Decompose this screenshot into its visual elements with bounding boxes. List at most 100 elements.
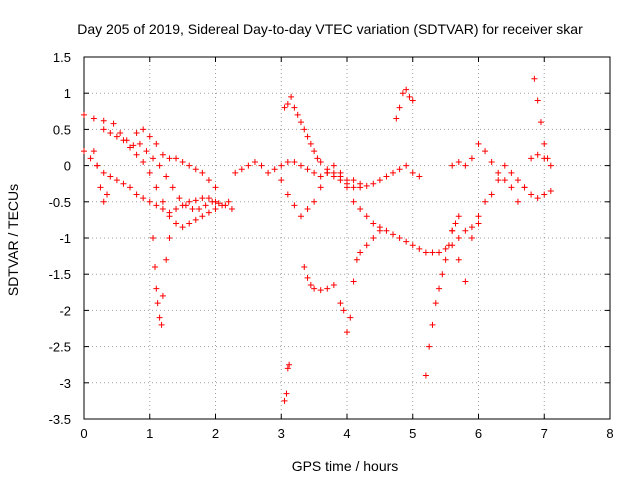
data-point (228, 206, 235, 213)
data-point (495, 169, 502, 176)
data-point (146, 133, 153, 140)
series-I (278, 162, 482, 256)
data-point (462, 227, 469, 234)
data-point (192, 197, 199, 204)
data-point (544, 155, 551, 162)
data-point (370, 220, 377, 227)
series-P (449, 140, 554, 205)
x-tick-label: 7 (541, 426, 548, 441)
data-point (284, 191, 291, 198)
data-point (87, 155, 94, 162)
data-point (324, 169, 331, 176)
data-point (363, 213, 370, 220)
data-point (390, 231, 397, 238)
data-point (324, 285, 331, 292)
data-point (284, 365, 291, 372)
data-point (534, 151, 541, 158)
data-point (501, 162, 508, 169)
data-point (482, 148, 489, 155)
data-point (127, 144, 134, 151)
data-point (337, 169, 344, 176)
data-point (146, 198, 153, 205)
data-point (445, 242, 452, 249)
y-tick-label: -3.5 (49, 412, 71, 427)
x-tick-label: 1 (146, 426, 153, 441)
data-point (281, 397, 288, 404)
data-point (297, 162, 304, 169)
data-point (284, 101, 291, 108)
data-point (409, 97, 416, 104)
data-point (120, 180, 127, 187)
data-point (225, 198, 232, 205)
data-point (133, 151, 140, 158)
data-point (307, 282, 314, 289)
data-point (258, 162, 265, 169)
data-point (537, 119, 544, 126)
data-point (547, 187, 554, 194)
data-point (350, 184, 357, 191)
data-point (304, 206, 311, 213)
data-point (337, 300, 344, 307)
x-tick-label: 3 (278, 426, 285, 441)
data-point (330, 282, 337, 289)
data-point (403, 238, 410, 245)
data-point (205, 195, 212, 202)
x-tick-label: 5 (409, 426, 416, 441)
data-point (350, 278, 357, 285)
data-point (173, 155, 180, 162)
x-tick-label: 4 (343, 426, 350, 441)
data-point (196, 206, 203, 213)
data-point (156, 314, 163, 321)
data-point (432, 300, 439, 307)
data-point (449, 162, 456, 169)
data-point (176, 195, 183, 202)
data-point (199, 169, 206, 176)
data-point (541, 191, 548, 198)
data-point (127, 184, 134, 191)
data-point (152, 263, 159, 270)
data-point (475, 140, 482, 147)
data-point (202, 202, 209, 209)
data-point (541, 140, 548, 147)
data-point (133, 191, 140, 198)
data-point (514, 177, 521, 184)
y-tick-label: -0.5 (49, 195, 71, 210)
data-point (140, 126, 147, 133)
data-point (159, 206, 166, 213)
data-point (284, 158, 291, 165)
series-F (90, 148, 111, 205)
data-point (383, 173, 390, 180)
data-point (344, 329, 350, 336)
y-tick-label: 0 (64, 159, 71, 174)
data-point (154, 300, 161, 307)
data-point (383, 227, 390, 234)
data-point (521, 184, 528, 191)
chart-title: Day 205 of 2019, Sidereal Day-to-day VTE… (77, 21, 583, 37)
data-point (205, 177, 212, 184)
data-point (133, 130, 140, 137)
data-point (455, 235, 462, 241)
data-point (317, 287, 324, 294)
series-K (281, 361, 293, 404)
data-point (199, 213, 206, 220)
series-C (100, 126, 232, 231)
data-point (495, 177, 502, 184)
data-point (416, 173, 423, 180)
data-point (117, 130, 124, 137)
data-point (140, 195, 147, 202)
data-point (186, 198, 193, 205)
data-point (488, 158, 495, 165)
data-point (422, 249, 429, 256)
data-point (307, 140, 314, 147)
data-point (173, 220, 180, 227)
data-point (429, 249, 436, 256)
data-point (528, 155, 535, 162)
series-J (301, 263, 337, 294)
data-point (166, 155, 173, 162)
data-point (396, 104, 403, 111)
data-point (416, 245, 423, 252)
data-point (370, 235, 377, 241)
data-point (376, 177, 383, 184)
series-M (393, 86, 416, 122)
data-point (212, 184, 219, 191)
